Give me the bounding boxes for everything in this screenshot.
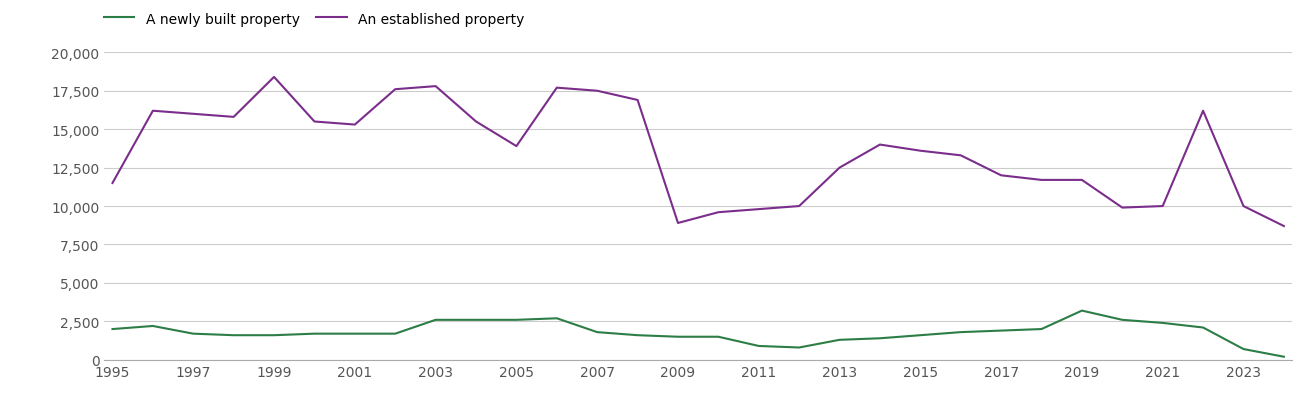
A newly built property xyxy=(630,333,646,338)
A newly built property xyxy=(750,344,766,348)
A newly built property xyxy=(953,330,968,335)
An established property xyxy=(185,112,201,117)
An established property xyxy=(1114,206,1130,211)
An established property xyxy=(1074,178,1090,183)
An established property xyxy=(307,120,322,125)
An established property xyxy=(226,115,241,120)
A newly built property xyxy=(1195,325,1211,330)
An established property xyxy=(1034,178,1049,183)
A newly built property xyxy=(872,336,887,341)
Legend: A newly built property, An established property: A newly built property, An established p… xyxy=(98,7,530,32)
An established property xyxy=(145,109,161,114)
A newly built property xyxy=(831,337,847,342)
An established property xyxy=(993,173,1009,178)
A newly built property xyxy=(912,333,928,338)
A newly built property xyxy=(347,331,363,336)
An established property xyxy=(671,221,686,226)
An established property xyxy=(1195,109,1211,114)
A newly built property xyxy=(388,331,403,336)
A newly built property xyxy=(145,324,161,329)
A newly built property xyxy=(710,335,726,339)
An established property xyxy=(630,98,646,103)
An established property xyxy=(791,204,806,209)
An established property xyxy=(750,207,766,212)
A newly built property xyxy=(226,333,241,338)
A newly built property xyxy=(468,317,484,322)
An established property xyxy=(1155,204,1171,209)
An established property xyxy=(710,210,726,215)
An established property xyxy=(428,85,444,90)
An established property xyxy=(104,181,120,186)
A newly built property xyxy=(1074,308,1090,313)
A newly built property xyxy=(671,335,686,339)
A newly built property xyxy=(1236,347,1251,352)
An established property xyxy=(831,166,847,171)
An established property xyxy=(347,123,363,128)
An established property xyxy=(266,75,282,80)
An established property xyxy=(388,88,403,92)
An established property xyxy=(1236,204,1251,209)
A newly built property xyxy=(549,316,565,321)
Line: An established property: An established property xyxy=(112,78,1284,227)
A newly built property xyxy=(1155,321,1171,326)
A newly built property xyxy=(590,330,606,335)
An established property xyxy=(590,89,606,94)
A newly built property xyxy=(1034,327,1049,332)
Line: A newly built property: A newly built property xyxy=(112,311,1284,357)
An established property xyxy=(509,144,525,149)
A newly built property xyxy=(428,317,444,322)
A newly built property xyxy=(1114,317,1130,322)
An established property xyxy=(1276,224,1292,229)
An established property xyxy=(872,143,887,148)
A newly built property xyxy=(104,327,120,332)
A newly built property xyxy=(509,317,525,322)
A newly built property xyxy=(993,328,1009,333)
A newly built property xyxy=(791,345,806,350)
A newly built property xyxy=(266,333,282,338)
A newly built property xyxy=(1276,354,1292,360)
A newly built property xyxy=(185,331,201,336)
A newly built property xyxy=(307,331,322,336)
An established property xyxy=(953,153,968,158)
An established property xyxy=(549,86,565,91)
An established property xyxy=(468,120,484,125)
An established property xyxy=(912,149,928,154)
